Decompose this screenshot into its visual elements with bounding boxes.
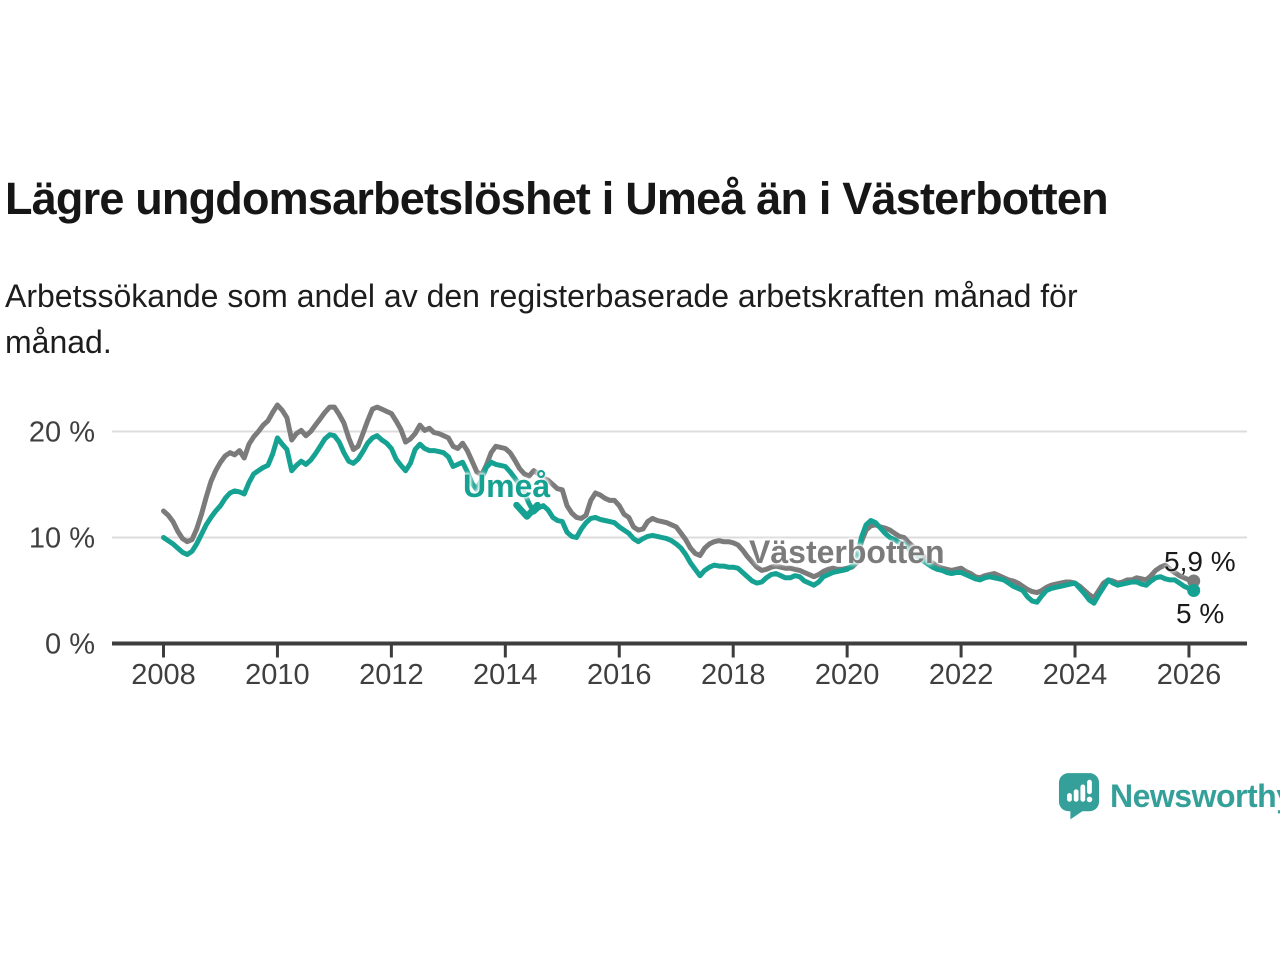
x-tick-label: 2012 bbox=[359, 659, 424, 691]
y-tick-label: 20 % bbox=[29, 417, 95, 449]
logo-text: Newsworthy bbox=[1110, 778, 1280, 814]
y-tick-label: 10 % bbox=[29, 523, 95, 555]
x-tick-label: 2024 bbox=[1043, 659, 1108, 691]
series-västerbotten-line bbox=[161, 402, 1201, 601]
y-tick-label: 0 % bbox=[45, 629, 95, 661]
newsworthy-logo: Newsworthy bbox=[1058, 772, 1280, 820]
logo-speech-bubble-icon bbox=[1058, 773, 1100, 820]
x-axis: 2008 2010 2012 2014 2016 2018 2020 2022 2024 2026 bbox=[112, 641, 1247, 691]
y-axis-labels: 0 % 10 % 20 % bbox=[29, 417, 95, 661]
end-value-label-umea: 5 % bbox=[1176, 598, 1225, 629]
x-tick-label: 2020 bbox=[815, 659, 880, 691]
series-label-umea: Umeå bbox=[463, 468, 551, 504]
x-tick-label: 2016 bbox=[587, 659, 652, 691]
x-tick-label: 2008 bbox=[131, 659, 196, 691]
series-end-dot bbox=[1187, 584, 1201, 597]
arrow-down-icon bbox=[513, 502, 541, 520]
series-umeå-line bbox=[161, 432, 1201, 606]
page-subtitle: Arbetssökande som andel av den registerb… bbox=[5, 278, 1078, 361]
x-tick-label: 2022 bbox=[929, 659, 994, 691]
x-tick-label: 2026 bbox=[1157, 659, 1222, 691]
page-title: Lägre ungdomsarbetslöshet i Umeå än i Vä… bbox=[5, 173, 1109, 225]
series-label-vasterbotten: Västerbotten bbox=[749, 534, 945, 570]
end-value-label-vasterbotten: 5,9 % bbox=[1164, 546, 1236, 577]
x-tick-label: 2010 bbox=[245, 659, 310, 691]
series-end-dot bbox=[1187, 574, 1201, 588]
x-tick-label: 2018 bbox=[701, 659, 766, 691]
x-tick-label: 2014 bbox=[473, 659, 538, 691]
